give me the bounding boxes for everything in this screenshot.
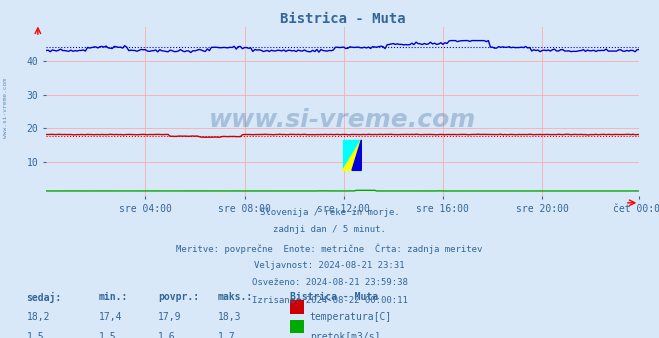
Text: Slovenija / reke in morje.: Slovenija / reke in morje. bbox=[260, 208, 399, 217]
Text: 1,7: 1,7 bbox=[217, 332, 235, 338]
Text: min.:: min.: bbox=[99, 292, 129, 303]
Polygon shape bbox=[352, 140, 361, 170]
Text: Osveženo: 2024-08-21 23:59:38: Osveženo: 2024-08-21 23:59:38 bbox=[252, 278, 407, 287]
Polygon shape bbox=[343, 140, 361, 170]
Text: 17,9: 17,9 bbox=[158, 312, 182, 322]
Polygon shape bbox=[343, 140, 361, 170]
Text: Bistrica - Muta: Bistrica - Muta bbox=[290, 292, 378, 303]
Text: temperatura[C]: temperatura[C] bbox=[310, 312, 392, 322]
Text: zadnji dan / 5 minut.: zadnji dan / 5 minut. bbox=[273, 225, 386, 235]
Text: 1,5: 1,5 bbox=[99, 332, 117, 338]
Text: maks.:: maks.: bbox=[217, 292, 252, 303]
Text: www.si-vreme.com: www.si-vreme.com bbox=[209, 108, 476, 132]
Text: 17,4: 17,4 bbox=[99, 312, 123, 322]
Text: Izrisano: 2024-08-22 00:00:11: Izrisano: 2024-08-22 00:00:11 bbox=[252, 296, 407, 305]
Title: Bistrica - Muta: Bistrica - Muta bbox=[280, 12, 405, 26]
Text: povpr.:: povpr.: bbox=[158, 292, 199, 303]
Text: sedaj:: sedaj: bbox=[26, 292, 61, 304]
Text: Meritve: povprečne  Enote: metrične  Črta: zadnja meritev: Meritve: povprečne Enote: metrične Črta:… bbox=[177, 243, 482, 254]
Text: Veljavnost: 2024-08-21 23:31: Veljavnost: 2024-08-21 23:31 bbox=[254, 261, 405, 270]
Text: 18,2: 18,2 bbox=[26, 312, 50, 322]
Text: 18,3: 18,3 bbox=[217, 312, 241, 322]
Text: pretok[m3/s]: pretok[m3/s] bbox=[310, 332, 380, 338]
Text: 1,6: 1,6 bbox=[158, 332, 176, 338]
Text: www.si-vreme.com: www.si-vreme.com bbox=[3, 78, 9, 138]
Text: 1,5: 1,5 bbox=[26, 332, 44, 338]
